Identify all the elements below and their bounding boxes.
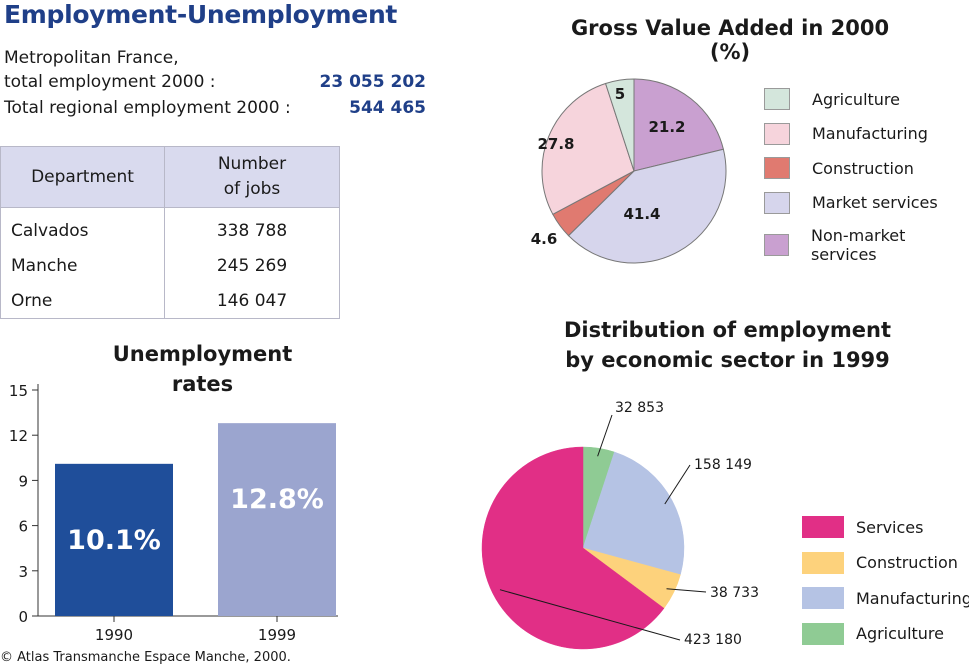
jobs-cell: 245 269 [164,248,340,283]
department-cell: Calvados [0,207,165,248]
gva-legend-swatch [764,88,790,110]
gva-legend-label: Agriculture [812,89,900,109]
bar-chart-title-line-2: rates [171,372,234,396]
stat-line-1: Metropolitan France, [4,48,179,68]
employment-slice-manufacturing [582,451,685,575]
jobs-header-line-2: of jobs [223,179,281,199]
gva-legend-label: Construction [812,158,914,178]
employment-pie-title-line-2: by economic sector in 1999 [565,348,890,372]
employment-pie-chart: 32 853 158 149 38 733 423 180 [481,400,759,650]
employment-legend-item: Agriculture [802,622,944,645]
bar-1999 [218,423,336,616]
employment-legend-swatch [802,551,844,574]
gva-slice-non-market-services [633,78,724,172]
gva-pie-title: Gross Value Added in 2000 (%) [570,16,890,64]
source-credit: © Atlas Transmanche Espace Manche, 2000. [0,650,291,665]
gva-legend-item: Agriculture [764,88,900,110]
employment-legend-swatch [802,622,844,645]
employment-legend-swatch [802,587,844,609]
gva-pie-chart: 21.2 41.4 4.6 27.8 5 [531,78,727,264]
employment-pie-title-line-1: Distribution of employment [563,318,892,342]
employment-slice-label: 158 149 [694,457,752,473]
jobs-cell: 338 788 [164,207,340,248]
gva-legend-label: Non-market services [810,226,906,264]
regional-employment-value: 544 465 [349,98,426,118]
jobs-header-line-1: Number [217,154,287,174]
leader-line [666,588,707,593]
employment-slice-label: 423 180 [684,632,742,648]
leader-line [664,464,691,505]
unemployment-bar-chart: 0 3 6 9 12 15 10.1% 1990 12.8% 1999 [9,382,338,644]
department-table: Department Number of jobs Calvados 338 7… [0,146,340,319]
employment-slice-label: 38 733 [710,585,759,601]
stat-line-2-label: total employment 2000 : [4,72,216,92]
bar-1990 [55,463,173,616]
gva-slice-label: 41.4 [623,205,660,223]
employment-legend-label: Manufacturing [856,588,969,608]
leader-line [499,589,681,641]
gva-slice-agriculture [604,78,635,172]
gva-legend-item: Manufacturing [764,122,928,145]
bar-chart-title-line-1: Unemployment [112,342,293,366]
x-tick-label: 1999 [258,626,296,644]
jobs-column-header: Number of jobs [164,146,340,208]
stat-line-3-label: Total regional employment 2000 : [4,98,291,118]
gva-legend-label: Manufacturing [812,124,928,143]
employment-slice-services [481,446,665,650]
gva-slice-manufacturing [541,82,635,215]
table-header-row: Department Number of jobs [0,146,340,208]
gva-legend-swatch [764,191,790,214]
department-cell: Manche [0,248,165,283]
employment-slice-label: 32 853 [615,400,664,416]
y-tick-label: 3 [18,563,28,581]
table-row: Orne 146 047 [0,283,340,319]
employment-legend-item: Construction [802,551,958,574]
gva-legend-swatch [764,157,790,179]
y-tick-label: 0 [18,608,28,626]
gva-slice-label: 27.8 [537,135,574,153]
gva-slice-label: 21.2 [648,118,685,136]
gva-legend-item: Market services [764,191,938,214]
x-tick-label: 1990 [95,626,133,644]
jobs-cell: 146 047 [164,283,340,319]
employment-legend-swatch [802,516,844,538]
y-tick-label: 15 [9,382,28,400]
leader-line [597,414,613,457]
y-tick-label: 6 [18,518,28,536]
employment-legend-label: Services [856,517,924,537]
gva-legend-swatch [764,122,790,145]
gva-legend-swatch [764,234,789,256]
gva-slice-market-services [567,148,727,264]
page-title: Employment-Unemployment [4,0,398,29]
total-employment-value: 23 055 202 [319,72,426,92]
department-column-header: Department [0,146,165,208]
y-tick-label: 12 [9,427,28,445]
gva-legend-item: Construction [764,157,914,179]
gva-legend-item: Non-market services [764,226,969,264]
gva-slice-label: 4.6 [531,230,558,248]
bar-value-label: 10.1% [67,525,161,556]
y-tick-label: 9 [18,472,28,490]
employment-legend-label: Agriculture [856,624,944,643]
table-row: Manche 245 269 [0,248,340,283]
employment-legend-label: Construction [856,553,958,572]
employment-legend-item: Services [802,516,923,538]
table-row: Calvados 338 788 [0,207,340,248]
employment-legend-item: Manufacturing [802,587,969,609]
gva-slice-label: 5 [615,85,625,103]
department-cell: Orne [0,283,165,319]
bar-value-label: 12.8% [230,484,324,515]
gva-legend-label: Market services [812,193,938,212]
